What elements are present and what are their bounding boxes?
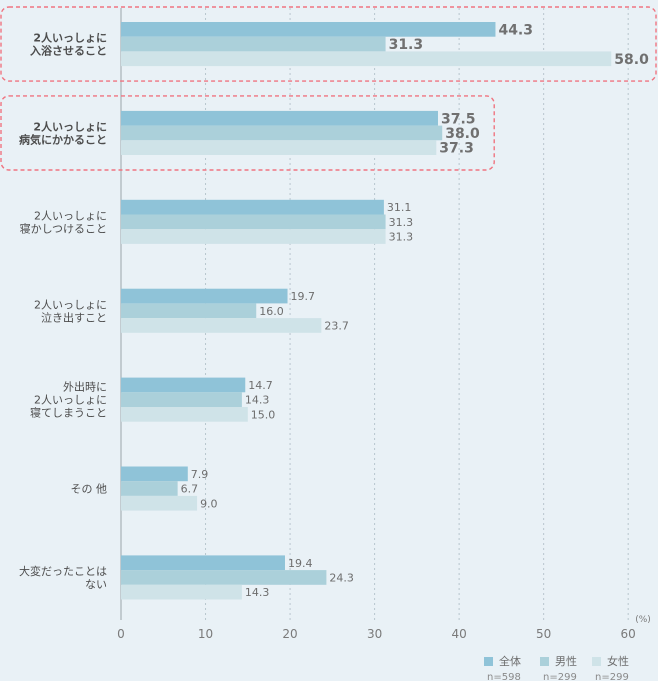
data-label: 31.3: [389, 231, 414, 244]
bar: [121, 495, 198, 511]
bar: [121, 481, 178, 496]
category-label: 入浴させること: [30, 44, 107, 58]
category-label: 2人いっしょに: [34, 298, 107, 311]
data-label: 15.0: [251, 408, 275, 421]
category-label: 病気にかかること: [19, 132, 107, 146]
category-label: 大変だったことは: [19, 564, 107, 578]
x-tick-label: 60: [621, 627, 636, 641]
bar: [121, 303, 257, 319]
unit-label: (%): [635, 615, 651, 625]
legend-n: n=299: [543, 672, 577, 681]
data-label: 37.5: [441, 111, 476, 127]
x-tick-label: 20: [282, 627, 297, 641]
data-label: 9.0: [200, 497, 218, 510]
x-tick-label: 0: [117, 627, 125, 641]
legend-swatch: [540, 657, 549, 666]
data-label: 31.1: [387, 201, 412, 214]
category-labels: 2人いっしょに入浴させること2人いっしょに病気にかかること2人いっしょに寝かしつ…: [19, 31, 107, 591]
data-label: 19.4: [288, 557, 313, 570]
data-label: 23.7: [324, 319, 349, 332]
data-label: 38.0: [445, 126, 480, 142]
data-label: 14.3: [245, 394, 270, 407]
x-axis: (%) 0 10 20 30 40 50 60: [117, 615, 651, 641]
bar: [121, 318, 322, 333]
data-label: 37.3: [439, 141, 474, 157]
bar: [121, 140, 437, 155]
bar: [121, 377, 246, 393]
bar: [121, 110, 438, 126]
bar: [121, 392, 242, 407]
bar: [121, 288, 288, 304]
data-label: 58.0: [614, 52, 649, 68]
data-label: 6.7: [181, 483, 199, 496]
category-label: 2人いっしょに: [34, 394, 107, 407]
bar: [121, 125, 443, 141]
data-label: 7.9: [191, 468, 209, 481]
bar: [121, 229, 386, 244]
x-tick-label: 50: [536, 627, 551, 641]
bar: [121, 36, 386, 52]
bars: [121, 22, 612, 600]
bar: [121, 51, 612, 67]
legend-n: n=598: [487, 672, 521, 681]
data-label: 14.3: [245, 586, 270, 599]
bar: [121, 555, 285, 571]
legend: 全体 n=598 男性 n=299 女性 n=299: [484, 654, 629, 681]
data-label: 31.3: [389, 216, 414, 229]
category-label: 寝てしまうこと: [30, 406, 107, 420]
bar: [121, 466, 188, 482]
bar: [121, 199, 384, 215]
bar: [121, 214, 386, 230]
category-label: 外出時に: [63, 380, 107, 394]
category-label: 泣き出すこと: [41, 310, 107, 324]
x-tick-label: 30: [367, 627, 382, 641]
legend-label: 全体: [499, 654, 521, 668]
bar: [121, 407, 248, 422]
category-label: ない: [85, 578, 107, 591]
highlight-box: [0, 95, 495, 171]
legend-swatch: [484, 657, 493, 666]
bar: [121, 584, 242, 600]
bar: [121, 22, 496, 37]
legend-n: n=299: [595, 672, 629, 681]
legend-label: 男性: [555, 654, 577, 668]
data-label: 24.3: [329, 571, 354, 584]
highlight-boxes: [0, 6, 657, 171]
x-tick-label: 40: [451, 627, 466, 641]
data-label: 16.0: [259, 305, 284, 318]
data-label: 19.7: [291, 290, 316, 303]
category-label: 2人いっしょに: [34, 209, 107, 222]
data-label: 31.3: [389, 37, 424, 53]
value-labels: 44.3 31.3 58.0 37.538.037.3 31.1 31.3 31.3 19.7…: [181, 22, 649, 599]
bar: [121, 570, 327, 585]
category-label: 2人いっしょに: [33, 31, 107, 45]
legend-swatch: [592, 657, 601, 666]
legend-label: 女性: [607, 654, 629, 668]
highlight-box: [0, 6, 657, 82]
category-label: 寝かしつけること: [20, 221, 107, 235]
x-tick-label: 10: [198, 627, 213, 641]
category-label: 2人いっしょに: [33, 119, 107, 133]
category-label: その 他: [71, 483, 108, 496]
data-label: 14.7: [248, 379, 273, 392]
data-label: 44.3: [498, 22, 533, 38]
